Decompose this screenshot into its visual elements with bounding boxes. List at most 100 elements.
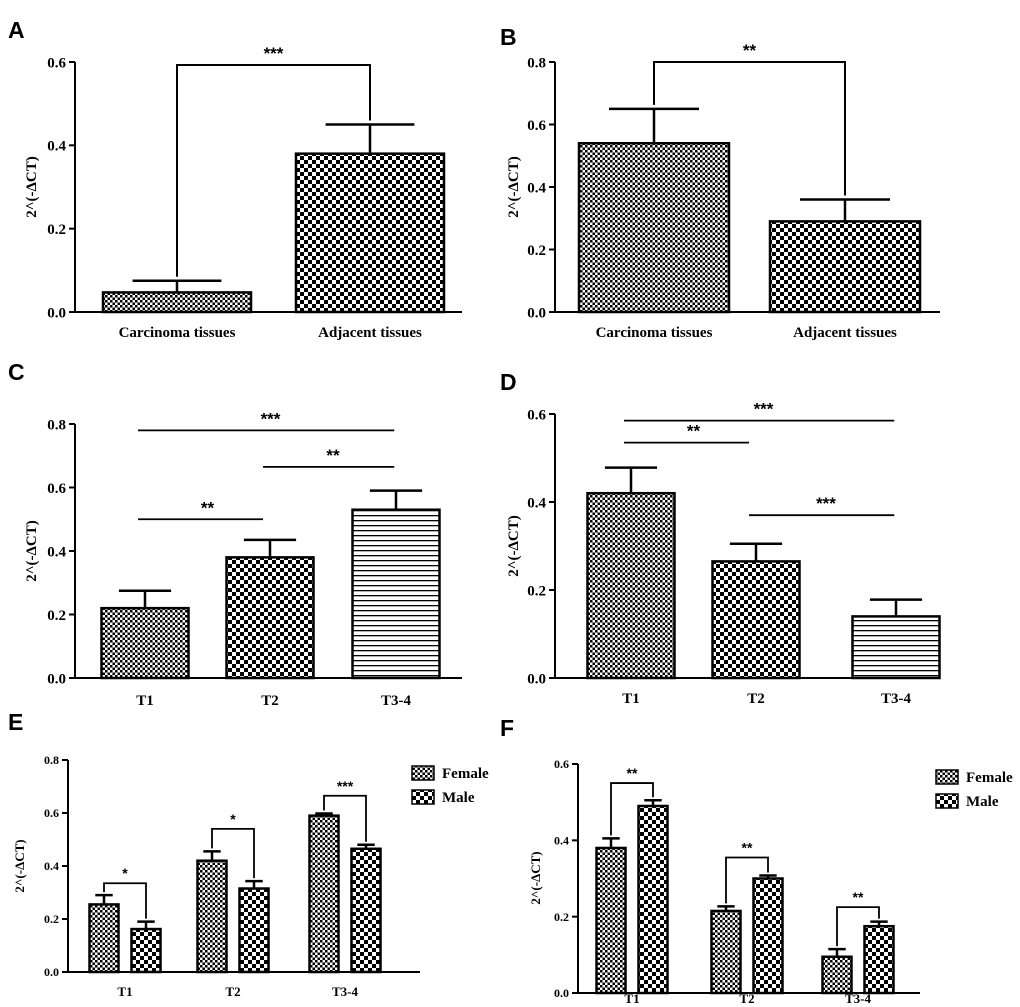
bar (225, 556, 315, 680)
bar (821, 955, 853, 995)
bar (88, 903, 120, 974)
significance-bracket (836, 906, 880, 947)
significance-label: ** (201, 498, 215, 517)
panel-c: C0.00.20.40.60.82^(-ΔCT)T1 T2 T3-4******* (8, 359, 462, 709)
significance-label: *** (816, 494, 836, 513)
significance-label: ** (742, 840, 753, 856)
legend-swatch (935, 793, 959, 809)
significance-label: *** (754, 400, 774, 419)
y-axis-label: 2^(-ΔCT) (24, 520, 40, 581)
legend-swatch (935, 769, 959, 785)
panel-b: B 0.0 0.2 0.4 0.6 0.8 2^(-ΔCT) Carcinoma tissue… (500, 24, 940, 341)
x-tick-label: T2 (261, 693, 279, 709)
y-tick-label: 0.0 (44, 965, 59, 979)
significance-bracket (610, 782, 654, 836)
panel-f: F 0.0 0.2 0.4 0.6 2^(-ΔCT) T1 T2 T3-4 ** ** ** Femal… (500, 715, 1013, 1006)
significance-label: ** (687, 422, 701, 441)
legend-label: Male (442, 790, 475, 806)
y-tick-label: 0.0 (527, 305, 546, 321)
x-tick-label: T2 (739, 991, 754, 1006)
y-tick-label: 0.4 (554, 834, 569, 848)
y-tick-label: 0.8 (527, 55, 546, 71)
x-tick-label: T3-4 (881, 691, 912, 707)
significance-bracket (211, 828, 255, 879)
panel-label: C (8, 359, 25, 385)
legend: Female Male (935, 769, 1013, 810)
x-tick-label: T1 (136, 693, 154, 709)
significance-label: * (230, 811, 236, 827)
x-tick-label: T1 (117, 984, 132, 999)
y-tick-label: 0.2 (554, 910, 569, 924)
y-tick-label: 0.0 (47, 671, 66, 687)
legend-swatch (411, 765, 435, 781)
significance-label: ** (326, 446, 340, 465)
y-tick-label: 0.4 (47, 139, 66, 155)
x-tick-label: T2 (225, 984, 240, 999)
y-tick-label: 0.2 (47, 222, 66, 238)
significance-label: * (122, 865, 128, 881)
y-axis-label: 2^(-ΔCT) (528, 851, 543, 904)
y-tick-label: 0.8 (47, 417, 66, 433)
bar (350, 847, 382, 974)
bar (863, 924, 895, 995)
y-tick-label: 0.6 (44, 806, 59, 820)
panel-d: D0.00.20.40.62^(-ΔCT)T1 T2 T3-4******** (500, 369, 941, 707)
significance-bracket (725, 856, 769, 904)
panel-label: D (500, 369, 517, 395)
y-tick-label: 0.2 (44, 912, 59, 926)
x-tick-label: T1 (624, 991, 639, 1006)
legend: Female Male (411, 765, 489, 806)
significance-label: ** (627, 765, 638, 781)
y-axis-label: 2^(-ΔCT) (506, 515, 522, 576)
y-tick-label: 0.2 (47, 608, 66, 624)
y-tick-label: 0.0 (527, 671, 546, 687)
bar (637, 804, 669, 995)
bar (851, 615, 941, 680)
bar (308, 814, 340, 974)
y-axis-label: 2^(-ΔCT) (506, 156, 522, 217)
significance-bracket (323, 794, 367, 842)
x-tick-label: T1 (622, 691, 640, 707)
y-axis-label: 2^(-ΔCT) (12, 839, 27, 892)
bar (196, 859, 228, 974)
y-tick-label: 0.0 (554, 986, 569, 1000)
bar (351, 508, 441, 680)
significance-label: *** (261, 409, 281, 428)
panel-a: A 0.0 0.2 0.4 0.6 2^(-ΔCT) Carcinoma tissues Ad… (8, 17, 462, 341)
bar (101, 291, 253, 314)
panel-label: E (8, 709, 23, 735)
y-tick-label: 0.6 (527, 407, 546, 423)
y-axis-label: 2^(-ΔCT) (24, 156, 40, 217)
y-tick-label: 0.0 (47, 305, 66, 321)
x-tick-label: Carcinoma tissues (119, 325, 236, 341)
significance-bracket (103, 882, 147, 919)
bar (752, 877, 784, 995)
significance-label: ** (853, 889, 864, 905)
panel-label: A (8, 17, 25, 43)
significance-label: *** (264, 44, 284, 63)
x-tick-label: Adjacent tissues (318, 325, 422, 341)
x-tick-label: T3-4 (845, 991, 872, 1006)
legend-label: Female (442, 766, 489, 782)
x-tick-label: T3-4 (381, 693, 412, 709)
bar (768, 220, 922, 314)
bar (294, 152, 446, 314)
legend-label: Female (966, 770, 1013, 786)
bar (711, 560, 801, 680)
legend-label: Male (966, 794, 999, 810)
bar (586, 491, 676, 680)
legend-swatch (411, 789, 435, 805)
bar (577, 142, 731, 314)
y-tick-label: 0.6 (47, 481, 66, 497)
significance-label: *** (337, 778, 354, 794)
x-tick-label: T3-4 (332, 984, 359, 999)
y-tick-label: 0.4 (527, 495, 546, 511)
y-tick-label: 0.8 (44, 753, 59, 767)
y-tick-label: 0.6 (554, 757, 569, 771)
y-tick-label: 0.2 (527, 583, 546, 599)
significance-bracket (176, 64, 371, 277)
bar (130, 927, 162, 974)
bar (710, 909, 742, 995)
significance-label: ** (743, 41, 757, 60)
